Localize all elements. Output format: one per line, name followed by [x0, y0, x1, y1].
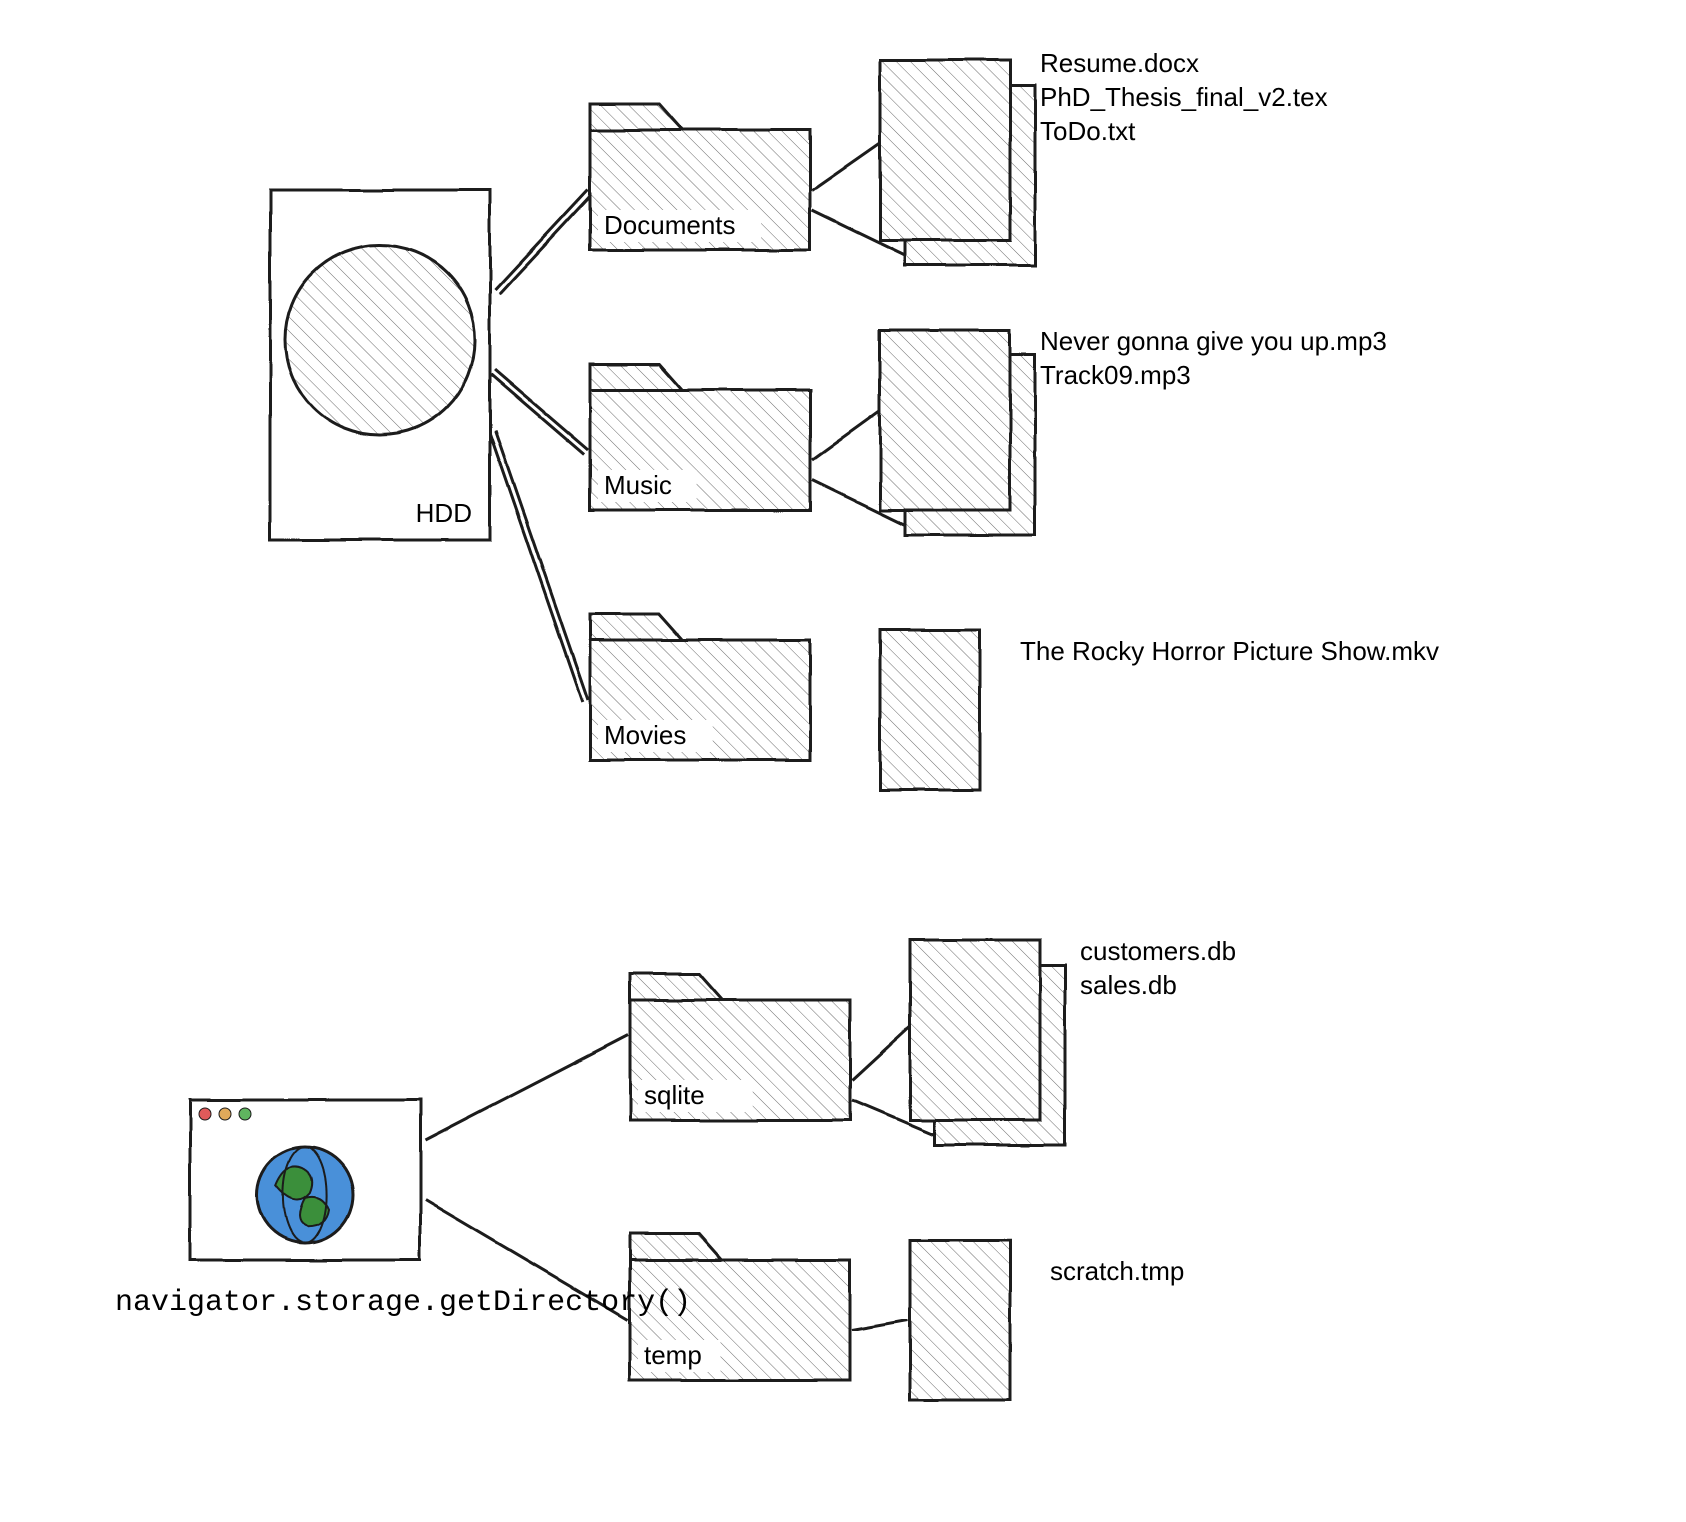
file-name: Never gonna give you up.mp3 [1040, 326, 1387, 356]
file-stack-movies-stack: The Rocky Horror Picture Show.mkv [880, 630, 1439, 790]
file-name: customers.db [1080, 936, 1236, 966]
file-name: Track09.mp3 [1040, 360, 1191, 390]
file-stack-docs-stack: Resume.docx PhD_Thesis_final_v2.tex ToDo.t… [880, 48, 1328, 265]
folder-label-music: Music [604, 470, 672, 500]
folder-label-movies: Movies [604, 720, 686, 750]
file-name: Resume.docx [1040, 48, 1199, 78]
hdd-label: HDD [416, 498, 472, 528]
file-name: The Rocky Horror Picture Show.mkv [1020, 636, 1439, 666]
folder-label-sqlite: sqlite [644, 1080, 705, 1110]
code-label: navigator.storage.getDirectory() [115, 1286, 691, 1320]
file-name: PhD_Thesis_final_v2.tex [1040, 82, 1328, 112]
file-stack-temp-stack: scratch.tmp [910, 1240, 1184, 1400]
file-stack-sqlite-stack: customers.db sales.db [910, 936, 1236, 1145]
folder-music: Music [590, 364, 810, 510]
file-name: scratch.tmp [1050, 1256, 1184, 1286]
file-name: sales.db [1080, 970, 1177, 1000]
folder-movies: Movies [590, 614, 810, 760]
folder-label-temp: temp [644, 1340, 702, 1370]
file-name: ToDo.txt [1040, 116, 1136, 146]
browser-window-icon: navigator.storage.getDirectory() [115, 1100, 691, 1320]
folder-label-documents: Documents [604, 210, 736, 240]
folder-documents: Documents [590, 104, 810, 250]
hdd-icon: HDD [270, 190, 490, 540]
folder-sqlite: sqlite [630, 974, 850, 1120]
file-stack-music-stack: Never gonna give you up.mp3 Track09.mp3 [880, 326, 1387, 535]
